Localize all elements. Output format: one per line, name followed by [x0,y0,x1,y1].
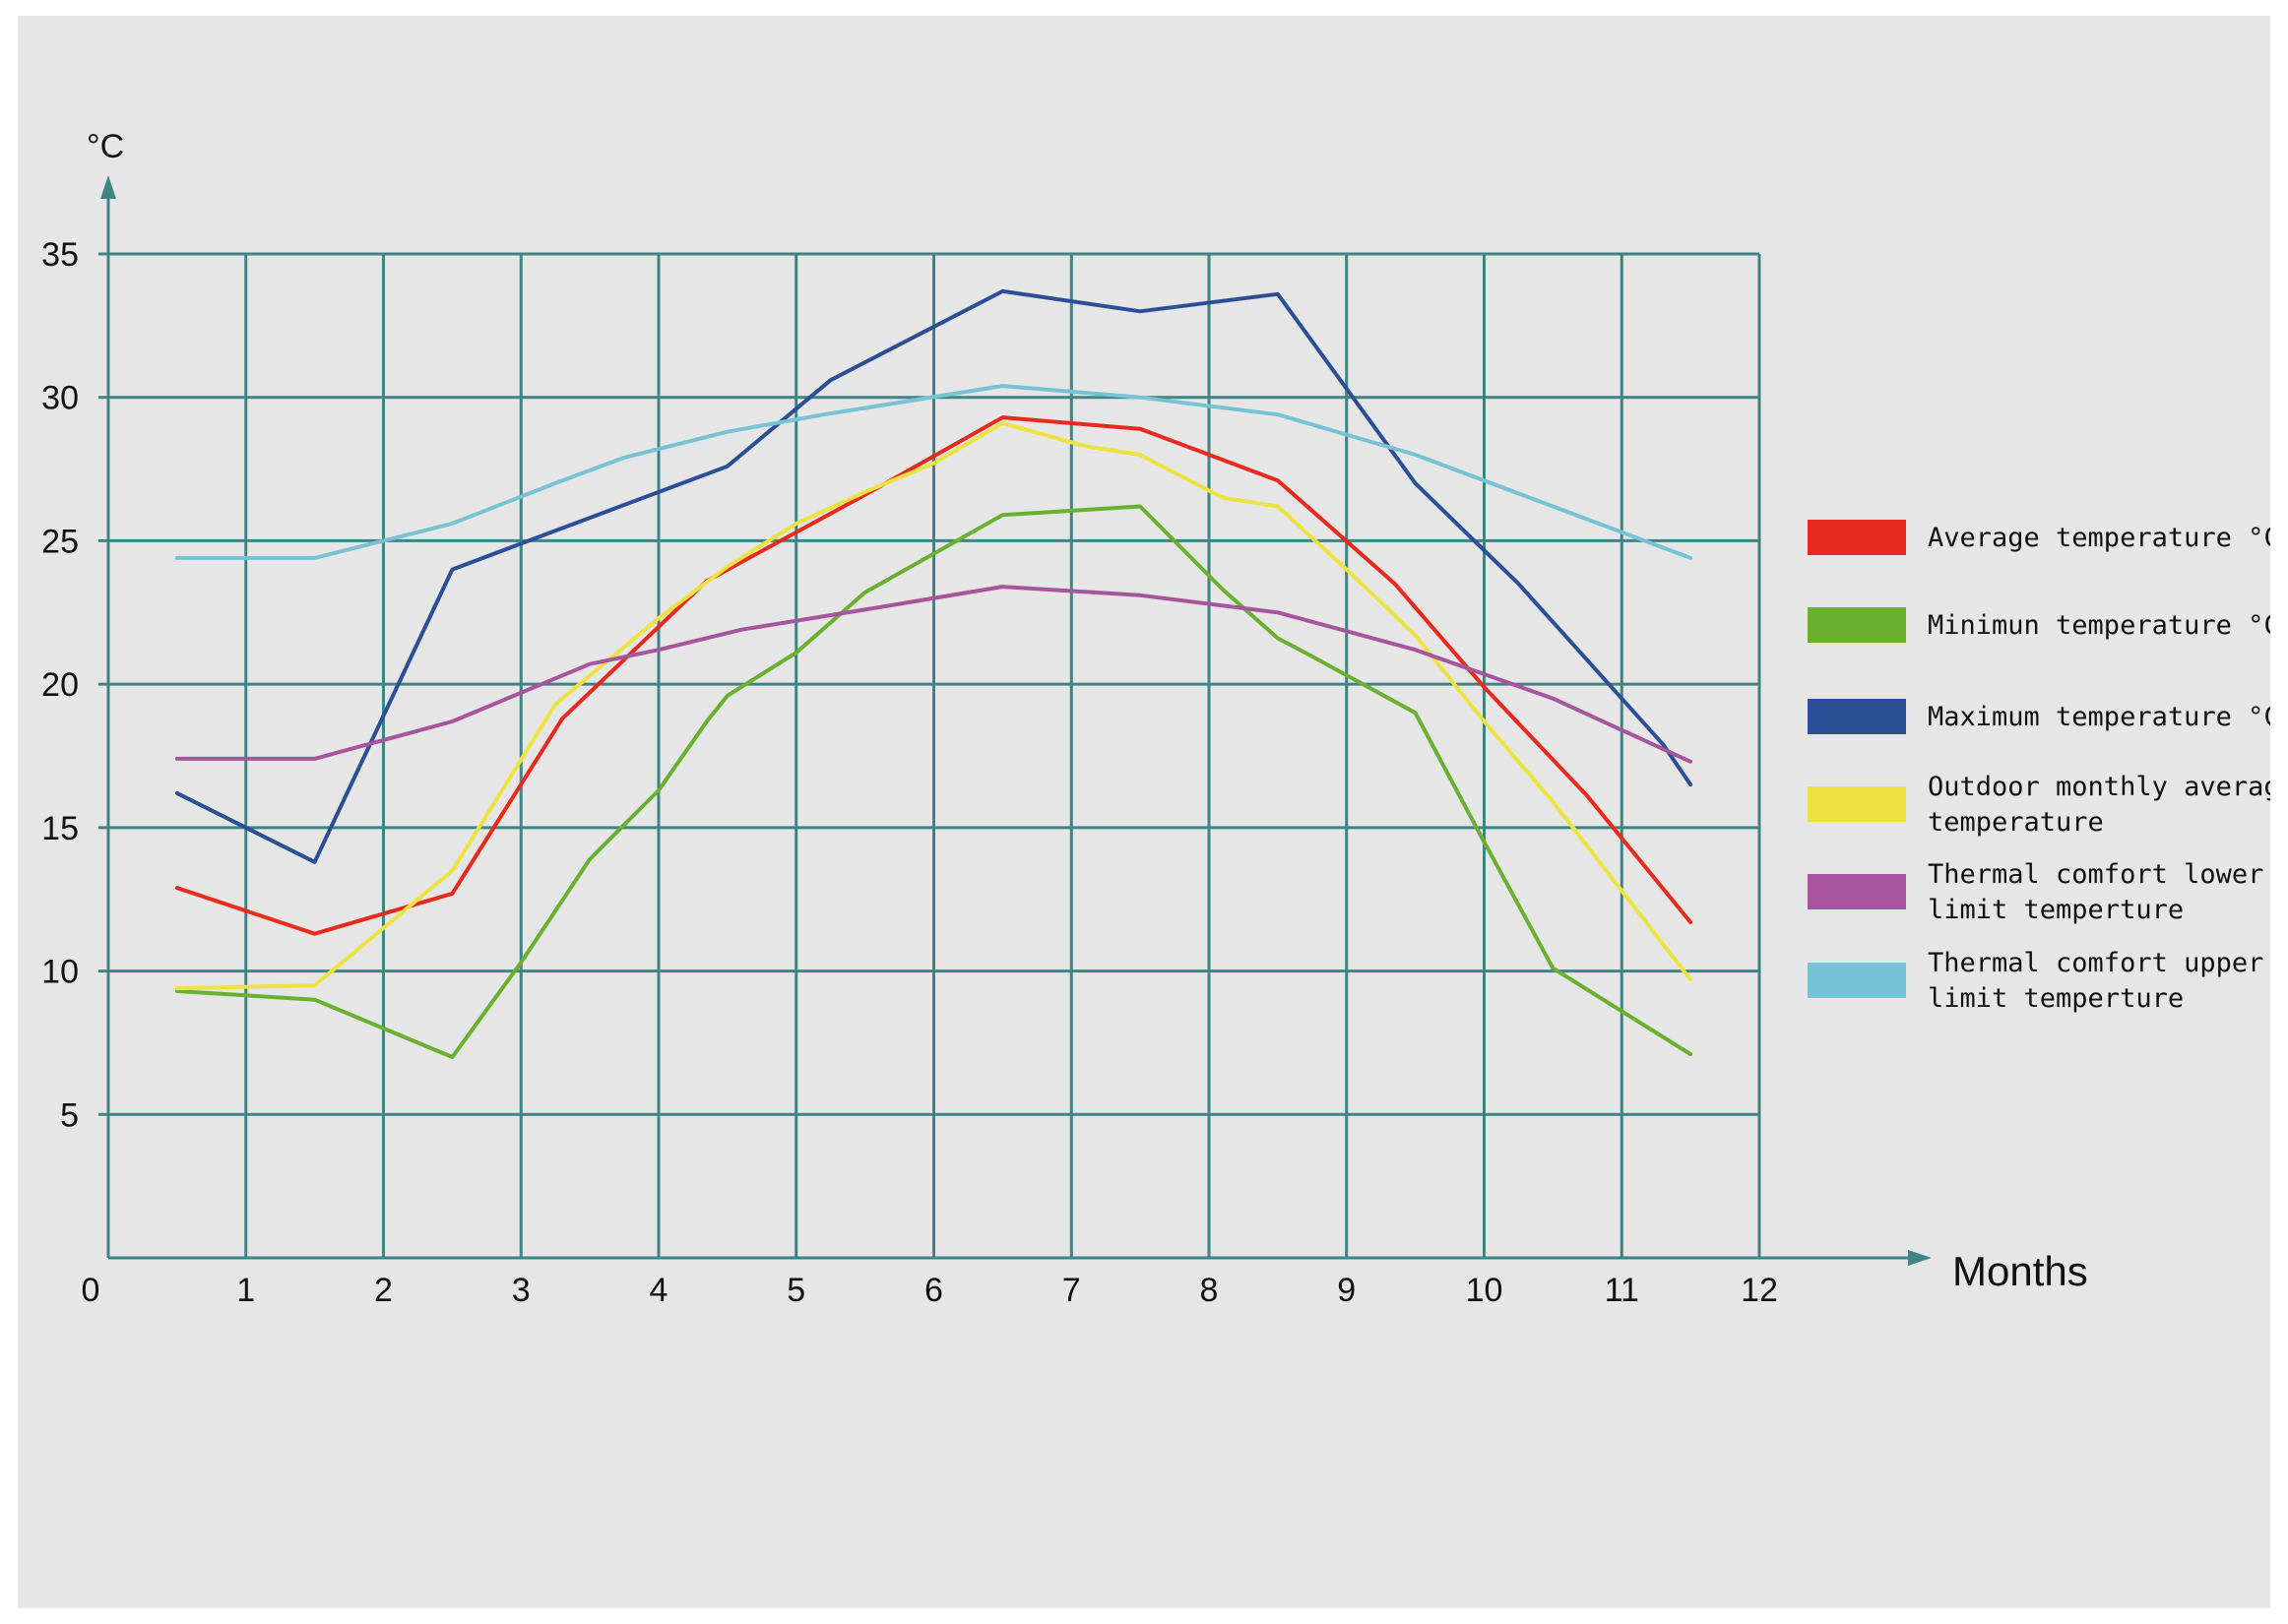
chart-panel: 0 1 2 3 4 5 6 7 8 9 10 11 12 5 10 15 20 25 30 35 Average te… [18,16,2270,1608]
y-tick-label: 25 [41,523,79,560]
legend-label: Thermal comfort upper limit temperture [1928,948,2263,1014]
y-tick-label: 30 [41,380,79,417]
legend-swatch [1808,786,1906,822]
x-tick-label: 12 [1741,1272,1778,1309]
x-tick-label: 6 [924,1272,943,1309]
y-tick-label: 20 [41,666,79,704]
y-tick-label: 15 [41,810,79,847]
y-tick-label: 35 [41,236,79,274]
legend-label: Maximum temperature °C [1928,702,2270,732]
x-tick-label: 11 [1605,1272,1639,1309]
legend-label: Outdoor monthly average temperature [1928,772,2270,838]
legend-label: Minimun temperature °C [1928,610,2270,641]
series-line-3 [174,420,1693,991]
x-tick-label: 9 [1337,1272,1356,1309]
grid [98,252,1761,1258]
y-axis-unit-label: °C [87,128,124,165]
x-tick-label: 8 [1200,1272,1219,1309]
x-tick-label: 2 [374,1272,393,1309]
x-tick-label: 0 [82,1272,100,1309]
series-line-0 [174,415,1693,936]
legend-swatch [1808,699,1906,734]
y-tick-label: 10 [41,954,79,991]
series-line-1 [174,504,1693,1059]
axes [100,175,1932,1266]
series-lines [174,288,1693,1059]
y-axis-arrow [100,175,116,199]
legend-swatch [1808,607,1906,643]
x-tick-label: 1 [236,1272,255,1309]
legend-swatch [1808,874,1906,909]
legend-swatch [1808,520,1906,555]
series-line-5 [174,384,1693,560]
series-line-4 [174,585,1693,764]
legend-label: Average temperature °C [1928,523,2270,553]
legend-swatch [1808,963,1906,998]
y-tick-label: 5 [60,1096,79,1134]
x-axis-title: Months [1952,1248,2088,1294]
x-tick-label: 5 [787,1272,805,1309]
legend-label: Thermal comfort lower limit temperture [1928,859,2263,925]
x-tick-label: 7 [1062,1272,1081,1309]
x-tick-label: 3 [512,1272,531,1309]
x-tick-label: 10 [1466,1272,1503,1309]
x-axis-arrow [1908,1250,1932,1266]
legend: Average temperature °C Minimun temperatur… [1808,520,2270,1014]
x-tick-label: 4 [650,1272,668,1309]
series-line-2 [174,288,1693,864]
